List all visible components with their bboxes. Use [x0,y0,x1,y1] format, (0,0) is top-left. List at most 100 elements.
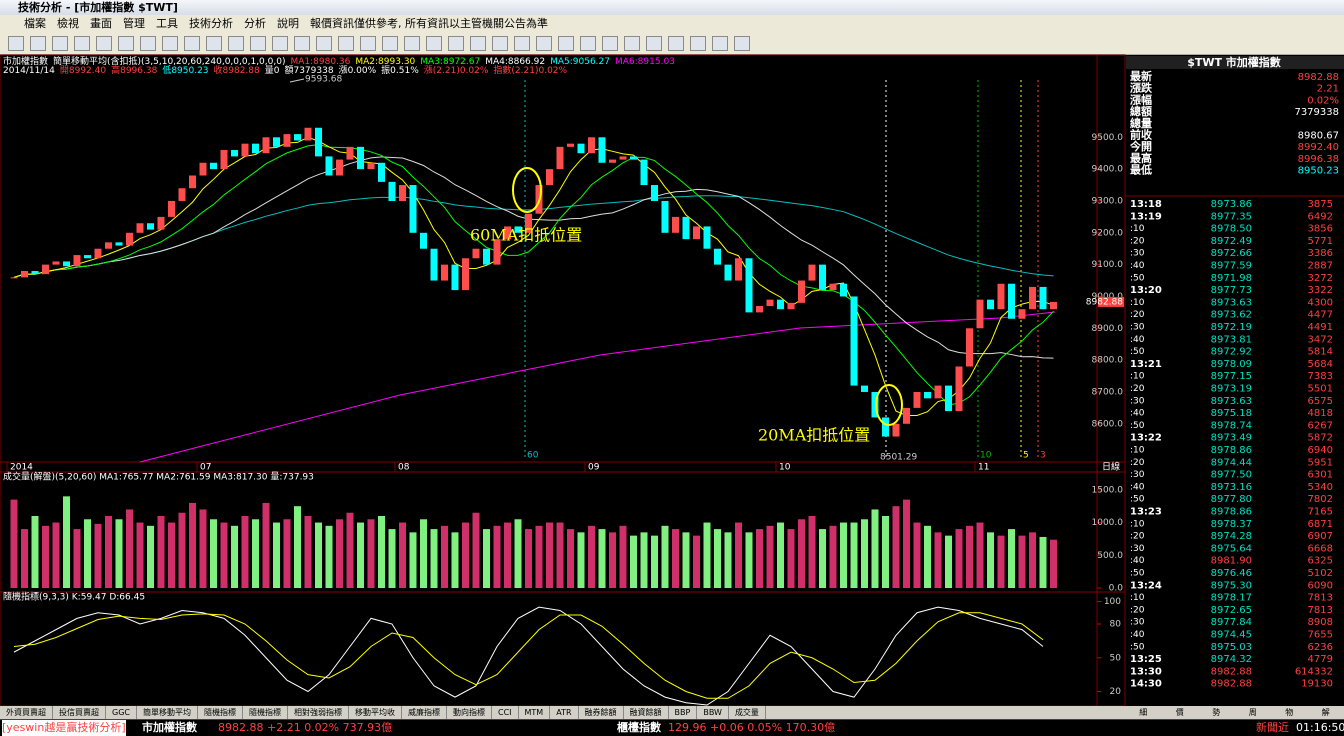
tick-volume: 7655 [1308,630,1333,641]
volume-bar [714,529,721,588]
tool-button[interactable] [52,36,68,51]
volume-bar [210,519,217,588]
candle [357,146,364,170]
quote-tab[interactable]: 物 [1285,708,1294,717]
indicator-tab[interactable]: 隨機指標 [243,706,288,719]
candle [63,261,70,267]
tool-button[interactable] [316,36,332,51]
menu-item[interactable]: 分析 [244,17,266,30]
quote-tab[interactable]: 價 [1175,708,1184,717]
indicator-tab[interactable]: 相對強弱指標 [288,706,349,719]
tool-button[interactable] [668,36,684,51]
tool-button[interactable] [206,36,222,51]
tool-button[interactable] [228,36,244,51]
indicator-tab[interactable]: 融資餘額 [624,706,669,719]
tool-button[interactable] [470,36,486,51]
tool-button[interactable] [712,36,728,51]
tool-button[interactable] [74,36,90,51]
indicator-tab[interactable]: ATR [550,706,579,719]
tool-button[interactable] [118,36,134,51]
tick-price: 8973.62 [1211,310,1252,321]
tool-button[interactable] [646,36,662,51]
tool-button[interactable] [426,36,442,51]
tool-button[interactable] [272,36,288,51]
quote-tab[interactable]: 周 [1248,708,1257,717]
candle [871,391,879,418]
candle [672,216,679,233]
menu-item[interactable]: 管理 [123,17,145,30]
tool-button[interactable] [448,36,464,51]
indicator-tab[interactable]: 簡單移動平均 [137,706,198,719]
candle [420,232,427,249]
news[interactable]: 新聞近 [1256,721,1289,734]
volume-bar [1018,535,1026,588]
menu-item[interactable]: 畫面 [90,17,112,30]
tick-volume: 6301 [1308,470,1333,481]
indicator-tab[interactable]: BBW [697,706,729,719]
menu-item[interactable]: 工具 [156,17,178,30]
info-item: 2014/11/14 [3,66,55,76]
tool-button[interactable] [338,36,354,51]
tool-button[interactable] [602,36,618,51]
indicator-tab[interactable]: BBP [669,706,698,719]
volume-bar [346,512,354,588]
tool-button[interactable] [690,36,706,51]
volume-bar [52,522,60,588]
indicator-tab[interactable]: 動向指標 [447,706,492,719]
candle [861,385,868,392]
volume-bar [903,499,910,588]
candle [199,162,207,176]
quote-tab[interactable]: 解 [1321,708,1330,717]
tool-button[interactable] [624,36,640,51]
quote-label: 漲跌 [1130,81,1153,95]
indicator-tab[interactable]: GGC [106,706,137,719]
tool-button[interactable] [96,36,112,51]
tool-button[interactable] [382,36,398,51]
tool-button[interactable] [140,36,156,51]
tick-volume: 614332 [1295,666,1333,677]
volume-bar [168,522,175,588]
volume-bar [672,529,679,588]
indicator-tab[interactable]: MTM [519,706,551,719]
candle [766,299,774,307]
tool-button[interactable] [404,36,420,51]
tool-button[interactable] [492,36,508,51]
candle [882,417,889,437]
info-item: 量0 [265,65,280,76]
menu-item[interactable]: 報價資訊僅供參考, 所有資訊以主管機關公告為準 [310,17,548,30]
quote-tab[interactable]: 勢 [1212,708,1221,717]
indicator-tab[interactable]: CCI [492,706,519,719]
indicator-tab[interactable]: 外資買賣超 [0,706,53,719]
tool-button[interactable] [536,36,552,51]
tool-button[interactable] [184,36,200,51]
menu-item[interactable]: 說明 [277,17,299,30]
volume-bar [598,529,606,588]
quote-tab[interactable]: 細 [1139,708,1148,717]
volume-bar [735,522,742,588]
tool-button[interactable] [580,36,596,51]
volume-bar [315,522,322,588]
tool-button[interactable] [8,36,24,51]
menu-item[interactable]: 檢視 [57,17,79,30]
indicator-tab[interactable]: 融券餘額 [579,706,624,719]
menu-item[interactable]: 技術分析 [189,17,233,30]
tool-button[interactable] [162,36,178,51]
tool-button[interactable] [514,36,530,51]
tool-button[interactable] [30,36,46,51]
indicator-tab[interactable]: 投信買賣超 [53,706,106,719]
menu-item[interactable]: 檔案 [24,17,46,30]
indicator-tab[interactable]: 隨機指標 [198,706,243,719]
indicator-tab[interactable]: 威廉指標 [402,706,447,719]
tool-button[interactable] [558,36,574,51]
tool-button[interactable] [250,36,266,51]
tick-price: 8972.65 [1211,605,1252,616]
candle [493,239,501,265]
indicator-tab[interactable]: 移動平均收 [349,706,402,719]
tick-price: 8971.98 [1211,273,1252,284]
candle [693,226,700,240]
indicator-tab[interactable]: 成交量 [729,706,766,719]
tool-button[interactable] [734,36,750,51]
tool-button[interactable] [294,36,310,51]
volume-bar [451,532,459,588]
tool-button[interactable] [360,36,376,51]
